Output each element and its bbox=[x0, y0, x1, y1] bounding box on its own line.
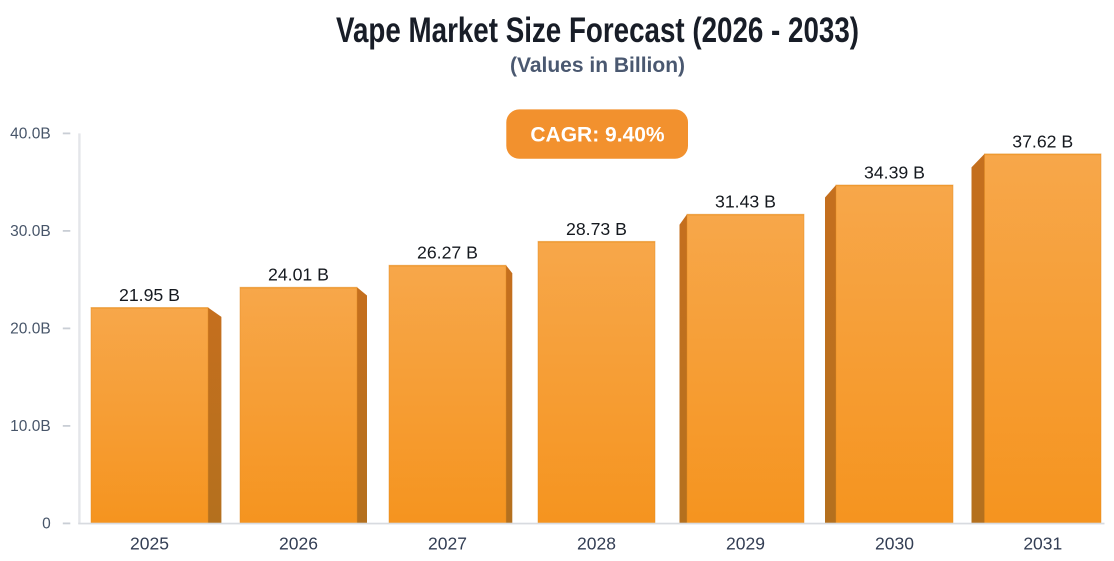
svg-text:0: 0 bbox=[42, 516, 51, 533]
svg-text:24.01 B: 24.01 B bbox=[268, 265, 329, 285]
svg-text:30.0B: 30.0B bbox=[10, 223, 51, 240]
svg-text:37.62 B: 37.62 B bbox=[1012, 131, 1073, 151]
svg-text:21.95 B: 21.95 B bbox=[119, 285, 180, 305]
svg-text:2026: 2026 bbox=[279, 534, 318, 554]
svg-text:Vape Market Size Forecast (202: Vape Market Size Forecast (2026 - 2033) bbox=[336, 11, 859, 50]
svg-text:20.0B: 20.0B bbox=[10, 321, 51, 338]
svg-text:34.39 B: 34.39 B bbox=[864, 162, 925, 182]
svg-text:10.0B: 10.0B bbox=[10, 418, 51, 435]
svg-text:40.0B: 40.0B bbox=[10, 126, 51, 143]
svg-text:2029: 2029 bbox=[726, 534, 765, 554]
svg-text:2030: 2030 bbox=[875, 534, 914, 554]
svg-text:(Values in Billion): (Values in Billion) bbox=[510, 54, 685, 77]
svg-text:2031: 2031 bbox=[1023, 534, 1062, 554]
svg-text:31.43 B: 31.43 B bbox=[715, 192, 776, 212]
svg-text:2025: 2025 bbox=[130, 534, 169, 554]
svg-text:2028: 2028 bbox=[577, 534, 616, 554]
svg-text:2027: 2027 bbox=[428, 534, 467, 554]
svg-text:26.27 B: 26.27 B bbox=[417, 243, 478, 263]
svg-text:CAGR: 9.40%: CAGR: 9.40% bbox=[530, 123, 665, 146]
svg-text:28.73 B: 28.73 B bbox=[566, 219, 627, 239]
